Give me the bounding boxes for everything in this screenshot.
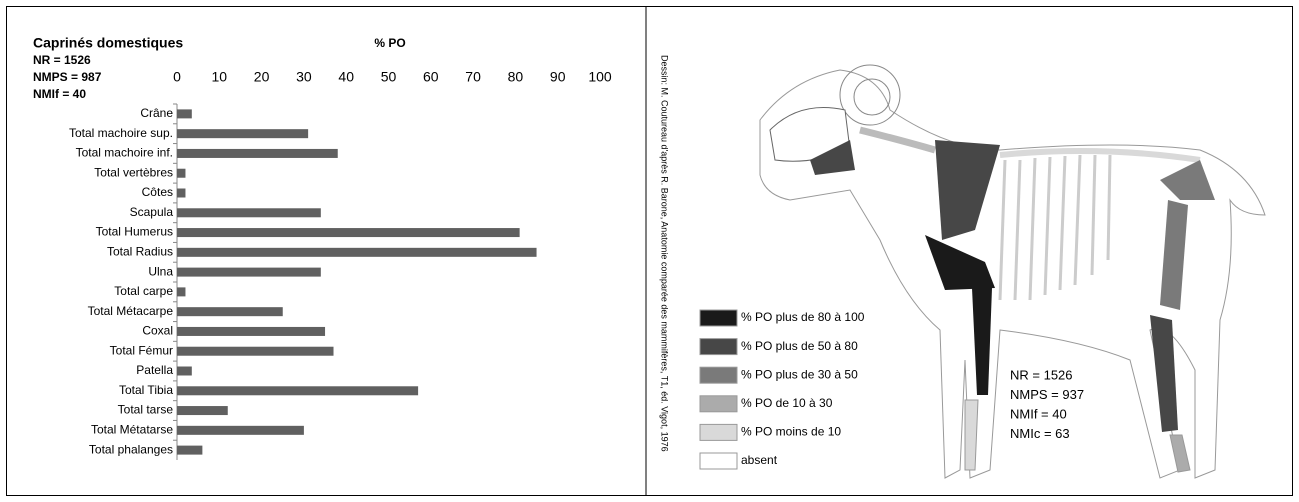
y-tick-label: Total Métacarpe [88,304,174,318]
bar [177,287,186,297]
x-tick-label: 40 [338,69,354,85]
y-tick-label: Total Tibia [119,383,173,397]
legend-swatch [699,309,738,327]
stat: NMIf = 40 [1010,406,1067,421]
legend-label: % PO plus de 50 à 80 [741,339,858,353]
x-tick-label: 30 [296,69,312,85]
y-tick-label: Côtes [142,185,173,199]
legend-swatch [699,452,738,470]
bar [177,406,228,416]
legend-label: % PO moins de 10 [741,425,841,439]
axis-title: % PO [374,36,405,50]
chart-title: Caprinés domestiques [33,35,183,51]
bar [177,307,283,317]
legend-label: % PO plus de 80 à 100 [741,310,865,324]
x-tick-label: 90 [550,69,566,85]
bar [177,366,192,376]
y-tick-label: Coxal [142,324,173,338]
x-tick-label: 80 [508,69,524,85]
bar [177,346,334,356]
y-tick-label: Total Humerus [96,225,173,239]
bar [177,148,338,158]
y-tick-label: Total machoire sup. [69,126,173,140]
y-tick-label: Scapula [130,205,174,219]
bar [177,228,520,238]
y-tick-label: Ulna [148,264,173,278]
bar [177,109,192,119]
bar [177,168,186,178]
stat: NMIc = 63 [1010,426,1070,441]
annotation: NMPS = 987 [33,70,102,84]
stat: NMPS = 937 [1010,387,1084,402]
x-tick-label: 20 [254,69,270,85]
x-tick-label: 0 [173,69,181,85]
y-tick-label: Total machoire inf. [76,146,173,160]
x-tick-label: 10 [212,69,228,85]
frame [6,6,1293,496]
bar [177,267,321,277]
bar [177,188,186,198]
legend-swatch [699,338,738,356]
bar [177,247,537,257]
sheep-drawing [759,64,1266,479]
bar [177,129,309,139]
bar [177,445,203,455]
legend-label: % PO de 10 à 30 [741,396,833,410]
bar [177,386,419,396]
stat: NR = 1526 [1010,367,1073,382]
annotation: NMIf = 40 [33,87,86,101]
legend-swatch [699,423,738,441]
y-tick-label: Crâne [140,106,173,120]
legend-swatch [699,395,738,413]
y-tick-label: Total Fémur [110,343,173,357]
y-tick-label: Total vertèbres [94,165,173,179]
x-tick-label: 50 [381,69,397,85]
x-tick-label: 60 [423,69,439,85]
credit: Dessin: M. Coutureau d'après R. Barone, … [660,55,670,452]
bar [177,425,304,435]
bar [177,208,321,218]
y-tick-label: Total phalanges [89,442,173,456]
x-tick-label: 70 [465,69,481,85]
y-tick-label: Total Radius [107,245,173,259]
legend-swatch [699,366,738,384]
legend-label: % PO plus de 30 à 50 [741,367,858,381]
legend-label: absent [741,453,778,467]
y-tick-label: Total Métatarse [91,423,173,437]
y-tick-label: Total carpe [114,284,173,298]
bar [177,326,326,336]
annotation: NR = 1526 [33,53,91,67]
x-tick-label: 100 [588,69,612,85]
y-tick-label: Patella [136,363,173,377]
y-tick-label: Total tarse [118,403,174,417]
